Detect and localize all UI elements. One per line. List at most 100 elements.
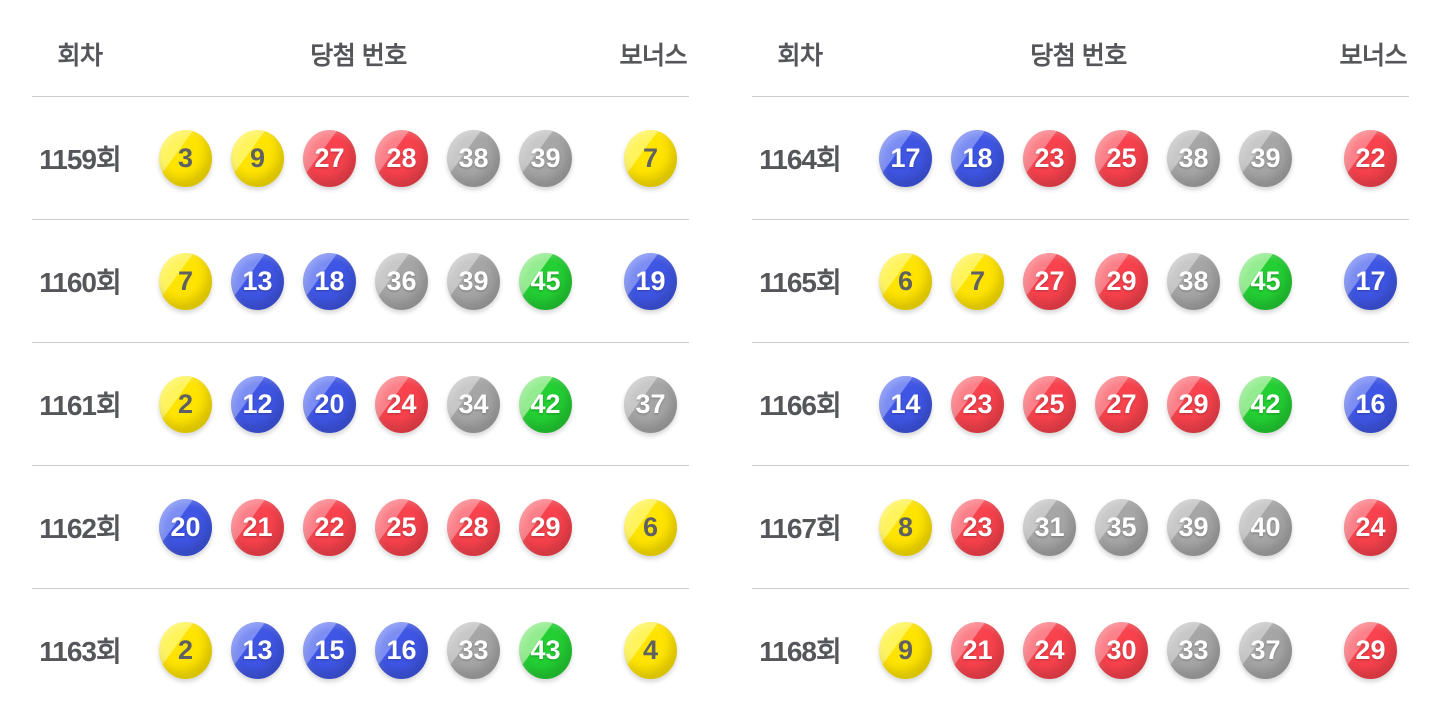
result-row: 1163회 2 13 15 16 33 43 4 [32,589,689,711]
lotto-ball: 42 [1239,375,1292,433]
result-row: 1161회 2 12 20 24 34 42 37 [32,343,689,466]
round-label: 1161회 [39,390,122,421]
round-label: 1162회 [39,513,122,544]
winning-numbers: 3 9 27 28 38 39 [159,129,572,187]
bonus-ball: 19 [624,252,677,310]
lotto-ball: 15 [303,621,356,679]
lotto-ball: 13 [231,252,284,310]
lotto-ball: 13 [231,621,284,679]
result-row: 1165회 6 7 27 29 38 45 17 [752,220,1409,343]
lotto-ball: 8 [879,498,932,556]
result-row: 1167회 8 23 31 35 39 40 24 [752,466,1409,589]
lotto-ball: 2 [159,621,212,679]
lotto-ball: 21 [231,498,284,556]
lotto-ball: 25 [375,498,428,556]
lotto-ball: 9 [231,129,284,187]
table-header: 회차 당첨 번호 보너스 [32,0,689,97]
lotto-ball: 29 [1095,252,1148,310]
lotto-ball: 6 [879,252,932,310]
lotto-ball: 17 [879,129,932,187]
bonus-ball: 6 [624,498,677,556]
round-label: 1168회 [759,636,842,667]
lotto-ball: 24 [1023,621,1076,679]
winning-numbers: 2 13 15 16 33 43 [159,621,572,679]
table-body: 1164회 17 18 23 25 38 39 22 1165회 6 7 27 29 38 45 17 1166… [752,97,1409,711]
lotto-ball: 12 [231,375,284,433]
bonus-column-header: 보너스 [1339,42,1407,70]
lotto-ball: 36 [375,252,428,310]
lotto-ball: 18 [951,129,1004,187]
bonus-ball: 7 [624,129,677,187]
result-row: 1164회 17 18 23 25 38 39 22 [752,97,1409,220]
bonus-ball: 29 [1344,621,1397,679]
result-row: 1168회 9 21 24 30 33 37 29 [752,589,1409,711]
result-row: 1160회 7 13 18 36 39 45 19 [32,220,689,343]
lotto-ball: 25 [1023,375,1076,433]
lotto-ball: 29 [1167,375,1220,433]
lotto-ball: 23 [1023,129,1076,187]
results-table-left: 회차 당첨 번호 보너스 1159회 3 9 27 28 38 39 7 1160회 7 13 18 3… [32,0,689,711]
lotto-ball: 45 [1239,252,1292,310]
lotto-ball: 24 [375,375,428,433]
round-column-header: 회차 [57,42,103,70]
lotto-ball: 40 [1239,498,1292,556]
lotto-ball: 42 [519,375,572,433]
winning-numbers: 17 18 23 25 38 39 [879,129,1292,187]
lotto-ball: 39 [519,129,572,187]
lotto-ball: 39 [1239,129,1292,187]
round-label: 1159회 [39,144,122,175]
lotto-ball: 14 [879,375,932,433]
lotto-ball: 7 [951,252,1004,310]
lotto-ball: 28 [447,498,500,556]
round-label: 1160회 [39,267,122,298]
round-label: 1164회 [759,144,842,175]
lotto-ball: 30 [1095,621,1148,679]
numbers-column-header: 당첨 번호 [1030,42,1127,70]
lotto-ball: 25 [1095,129,1148,187]
lotto-ball: 39 [1167,498,1220,556]
lotto-ball: 7 [159,252,212,310]
bonus-ball: 4 [624,621,677,679]
lotto-ball: 38 [447,129,500,187]
round-label: 1163회 [39,636,122,667]
round-label: 1166회 [759,390,842,421]
winning-numbers: 20 21 22 25 28 29 [159,498,572,556]
bonus-ball: 16 [1344,375,1397,433]
lotto-ball: 16 [375,621,428,679]
winning-numbers: 14 23 25 27 29 42 [879,375,1292,433]
table-header: 회차 당첨 번호 보너스 [752,0,1409,97]
lotto-ball: 9 [879,621,932,679]
lotto-ball: 18 [303,252,356,310]
lotto-ball: 20 [159,498,212,556]
lotto-ball: 43 [519,621,572,679]
lotto-ball: 34 [447,375,500,433]
lotto-ball: 29 [519,498,572,556]
bonus-ball: 22 [1344,129,1397,187]
lotto-ball: 35 [1095,498,1148,556]
lotto-ball: 45 [519,252,572,310]
lotto-ball: 31 [1023,498,1076,556]
lotto-ball: 28 [375,129,428,187]
lotto-ball: 21 [951,621,1004,679]
bonus-ball: 37 [624,375,677,433]
lotto-ball: 27 [303,129,356,187]
round-label: 1167회 [759,513,842,544]
result-row: 1162회 20 21 22 25 28 29 6 [32,466,689,589]
bonus-column-header: 보너스 [619,42,687,70]
lotto-ball: 23 [951,375,1004,433]
lotto-ball: 27 [1023,252,1076,310]
lotto-ball: 39 [447,252,500,310]
lotto-ball: 20 [303,375,356,433]
lotto-ball: 38 [1167,129,1220,187]
winning-numbers: 8 23 31 35 39 40 [879,498,1292,556]
lotto-ball: 27 [1095,375,1148,433]
lotto-ball: 33 [447,621,500,679]
round-column-header: 회차 [777,42,823,70]
winning-numbers: 7 13 18 36 39 45 [159,252,572,310]
numbers-column-header: 당첨 번호 [310,42,407,70]
result-row: 1159회 3 9 27 28 38 39 7 [32,97,689,220]
lotto-ball: 23 [951,498,1004,556]
lotto-ball: 38 [1167,252,1220,310]
lotto-ball: 37 [1239,621,1292,679]
